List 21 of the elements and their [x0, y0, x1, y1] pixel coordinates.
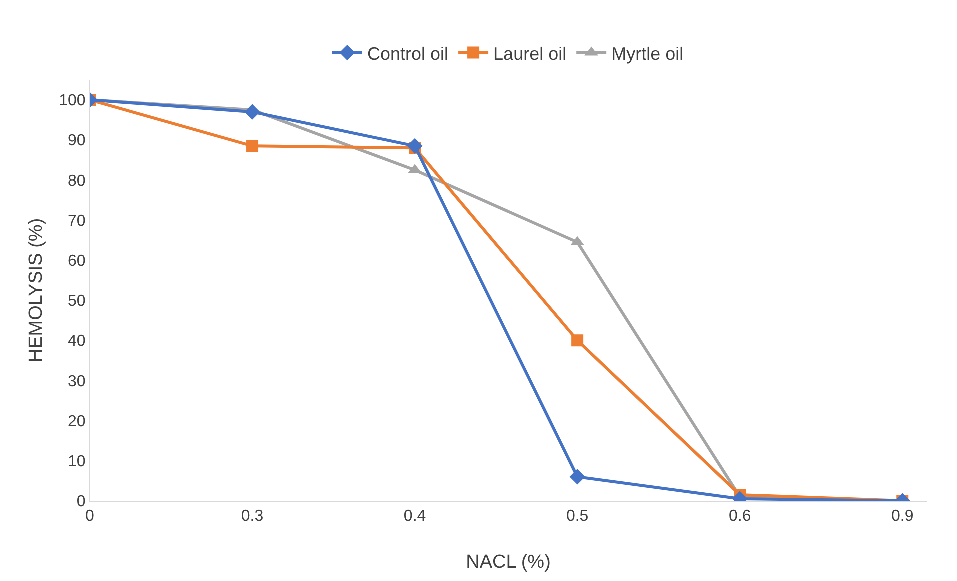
- y-tick-label: 10: [68, 454, 86, 470]
- y-tick-label: 30: [68, 373, 86, 390]
- x-tick-label: 0.5: [566, 508, 589, 526]
- x-tick-label: 0.3: [241, 508, 264, 526]
- y-tick-label: 100: [59, 92, 86, 110]
- y-tick-label: 70: [68, 212, 86, 230]
- y-tick-label: 90: [68, 132, 86, 150]
- y-tick-label: 80: [68, 172, 86, 190]
- legend-label: Myrtle oil: [612, 44, 684, 64]
- y-tick-label: 40: [68, 333, 86, 350]
- x-tick-label: 0.9: [891, 508, 914, 526]
- legend-label: Control oil: [368, 44, 449, 64]
- x-tick-label: 0.4: [404, 508, 426, 526]
- y-tick-label: 50: [68, 293, 86, 310]
- y-tick-label: 60: [68, 253, 86, 270]
- legend-label: Laurel oil: [494, 44, 567, 64]
- y-tick-label: 20: [68, 413, 86, 430]
- y-axis-title: HEMOLYSIS (%): [26, 218, 47, 363]
- y-tick-label: 0: [76, 494, 86, 511]
- x-tick-label: 0.6: [728, 508, 752, 526]
- x-axis-title: NACL (%): [466, 552, 551, 573]
